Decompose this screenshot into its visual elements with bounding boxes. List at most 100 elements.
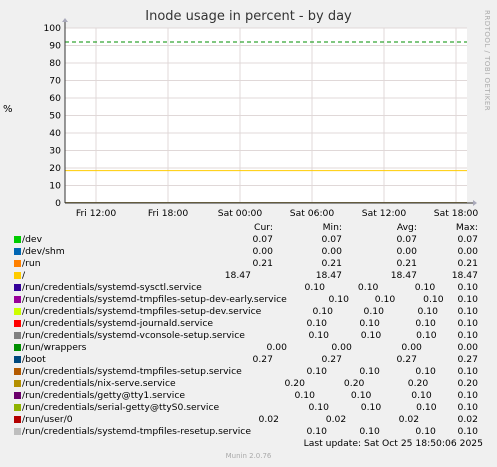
x-axis-arrow [473,200,477,206]
legend-swatch [14,416,21,423]
legend-value-min: 0.10 [374,294,396,305]
x-tick-label: Fri 18:00 [148,208,188,219]
legend-value-min: 0.10 [357,282,379,293]
legend-series-name: /dev [22,234,43,245]
legend-value-max: 0.02 [457,414,478,425]
legend-value-avg: 0.07 [396,234,417,245]
legend-value-avg: 18.47 [390,270,417,281]
legend-row: /dev/shm 0.00 0.00 0.00 0.00 [13,246,487,258]
legend-swatch [14,260,21,267]
legend-value-min: 0.10 [359,366,380,377]
chart-title: Inode usage in percent - by day [145,9,352,24]
y-axis-arrow [62,18,68,22]
legend-value-avg: 0.02 [398,414,420,425]
legend-value-min: 0.10 [360,402,382,413]
legend-table: Cur: Min: Avg: Max: /dev 0.07 0.07 0.07 0.07… [13,222,487,438]
legend-rows: /dev 0.07 0.07 0.07 0.07/dev/shm 0.00 0.00 0.00… [13,234,487,438]
legend-value-cur: 0.00 [252,246,273,257]
legend-value-min: 0.10 [359,318,380,329]
legend-value-min: 0.10 [360,330,382,341]
legend-value-avg: 0.20 [407,378,429,389]
legend-swatch [14,236,21,243]
legend-series-name: /run/credentials/getty@tty1.service [22,390,186,401]
legend-value-max: 0.27 [457,354,478,365]
legend-value-cur: 0.10 [308,402,329,413]
legend-value-min: 0.00 [321,246,342,257]
legend-series-name: /run/wrappers [22,342,87,353]
legend-value-max: 0.00 [457,342,478,353]
y-tick-label: 0 [55,198,61,209]
legend-value-avg: 0.10 [417,306,438,317]
legend-row: /run/credentials/systemd-tmpfiles-setup-… [13,294,487,306]
legend-row: /run/user/0 0.02 0.02 0.02 0.02 [13,414,487,426]
y-tick-label: 20 [49,163,61,174]
y-tick-label: 60 [49,93,61,104]
legend-value-min: 0.27 [321,354,342,365]
legend-series-name: /run/credentials/systemd-tmpfiles-setup-… [22,294,287,305]
legend-value-avg: 0.00 [396,246,417,257]
legend-header: Cur: Min: Avg: Max: [13,222,487,234]
legend-value-avg: 0.10 [415,366,436,377]
y-tick-label: 50 [49,111,61,122]
legend-value-min: 0.10 [350,390,372,401]
legend-row: /run/credentials/systemd-sysctl.service 0… [13,282,487,294]
legend-swatch [14,404,21,411]
y-tick-label: 10 [49,181,61,192]
rrdtool-watermark: RRDTOOL / TOBI OETIKER [483,10,491,112]
legend-value-min: 0.02 [325,414,347,425]
legend-value-cur: 0.10 [306,318,327,329]
legend-value-max: 0.10 [457,318,478,329]
legend-value-cur: 18.47 [224,270,251,281]
y-tick-label: 70 [49,76,61,87]
munin-version-footer: Munin 2.0.76 [225,452,272,460]
legend-series-name: /run/credentials/nix-serve.service [22,378,176,389]
legend-value-cur: 0.10 [304,282,325,293]
y-tick-label: 40 [49,128,61,139]
legend-value-avg: 0.10 [423,294,444,305]
y-tick-label: 90 [49,41,61,52]
legend-series-name: /boot [22,354,46,365]
y-tick-label: 100 [43,23,61,34]
legend-value-cur: 0.00 [266,342,287,353]
legend-value-avg: 0.10 [414,282,436,293]
legend-header-min: Min: [322,222,342,233]
legend-value-max: 0.21 [457,258,478,269]
legend-value-avg: 0.10 [415,426,436,437]
legend-row: /run/credentials/systemd-vconsole-setup.… [13,330,487,342]
x-tick-label: Sat 00:00 [218,208,263,219]
legend-value-avg: 0.00 [401,342,422,353]
y-tick-label: 80 [49,58,61,69]
x-tick-label: Sat 18:00 [434,208,479,219]
legend-row: /run/credentials/systemd-tmpfiles-resetu… [13,426,487,438]
legend-swatch [14,392,21,399]
legend-value-max: 0.10 [457,366,478,377]
legend-swatch [14,284,21,291]
legend-row: /run/wrappers 0.00 0.00 0.00 0.00 [13,342,487,354]
legend-swatch [14,248,21,255]
legend-value-min: 0.10 [363,306,384,317]
legend-value-max: 0.10 [457,426,478,437]
y-tick-label: 30 [49,146,61,157]
legend-row: /run/credentials/systemd-tmpfiles-setup-… [13,306,487,318]
legend-header-cur: Cur: [254,222,273,233]
legend-swatch [14,332,21,339]
legend-value-min: 0.10 [359,426,380,437]
legend-swatch [14,344,21,351]
legend-swatch [14,428,21,435]
legend-value-min: 18.47 [315,270,342,281]
legend-value-cur: 0.02 [258,414,279,425]
legend-value-cur: 0.10 [308,330,329,341]
legend-value-min: 0.21 [321,258,342,269]
legend-series-name: /run/credentials/systemd-sysctl.service [22,282,202,293]
legend-value-max: 0.10 [457,402,478,413]
y-axis-label: % [3,104,13,115]
legend-row: /dev 0.07 0.07 0.07 0.07 [13,234,487,246]
legend-header-avg: Avg: [396,222,417,233]
legend-value-avg: 0.10 [416,402,437,413]
legend-value-avg: 0.21 [396,258,417,269]
legend-value-min: 0.20 [343,378,365,389]
legend-value-avg: 0.10 [411,390,432,401]
legend-value-avg: 0.27 [396,354,417,365]
legend-row: /boot 0.27 0.27 0.27 0.27 [13,354,487,366]
legend-swatch [14,380,21,387]
